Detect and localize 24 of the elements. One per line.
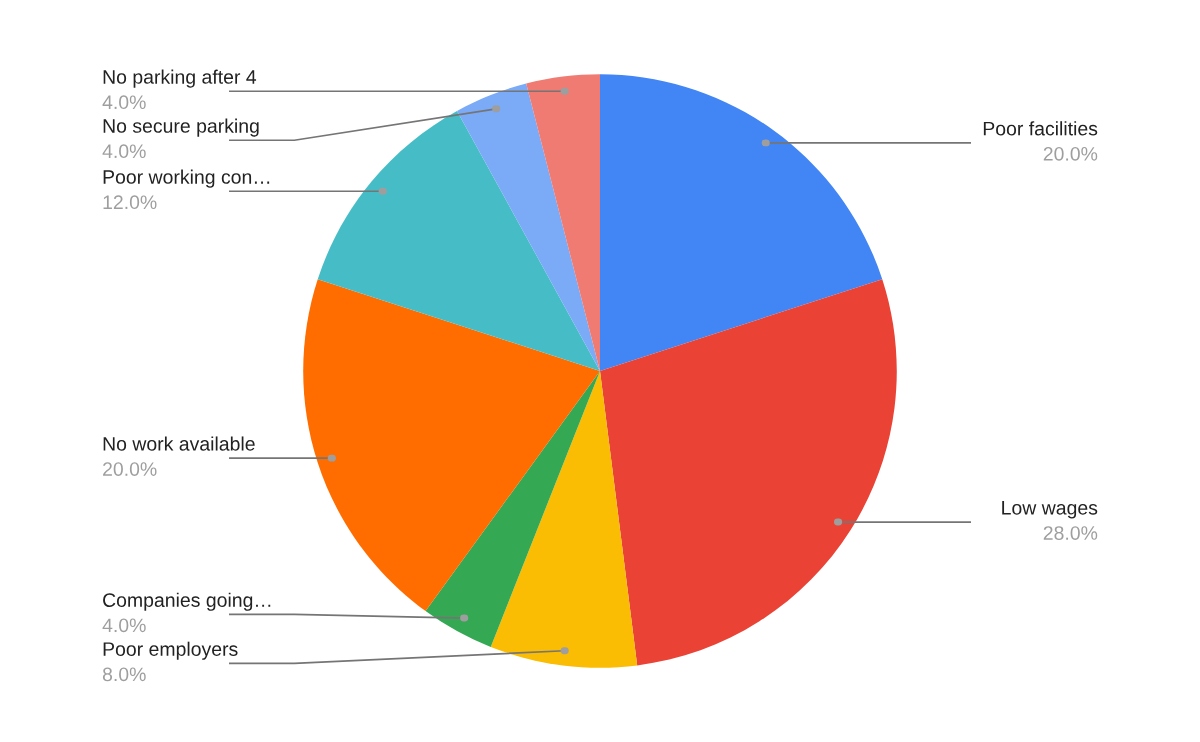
pie-slice [600,74,883,371]
data-label: 20.0% [103,462,157,476]
pie-slice [526,74,600,371]
data-label: 4.0% [102,144,146,159]
slice-label: No parking after 4 [103,69,257,88]
pie-slice [317,110,600,371]
data-label: 8.0% [102,667,146,682]
data-label: 20.0% [1043,146,1098,161]
pie-slice [490,371,638,668]
data-label: 12.0% [103,195,157,210]
pie-slice [600,279,897,666]
slice-label: Poor working con… [103,169,270,188]
pie-slice [425,371,600,647]
pie-slice [457,83,600,371]
slice-label: Poor facilities [983,121,1098,136]
slice-label: No secure parking [103,118,259,137]
data-label: 28.0% [1043,526,1098,540]
data-label: 4.0% [102,95,146,110]
slice-label: Poor employers [103,641,238,660]
data-label: 4.0% [102,618,146,633]
pie-slice [303,279,600,612]
slice-label: No work available [103,436,255,451]
slice-label: Low wages [1002,501,1098,519]
slice-label: Companies going… [103,592,271,611]
